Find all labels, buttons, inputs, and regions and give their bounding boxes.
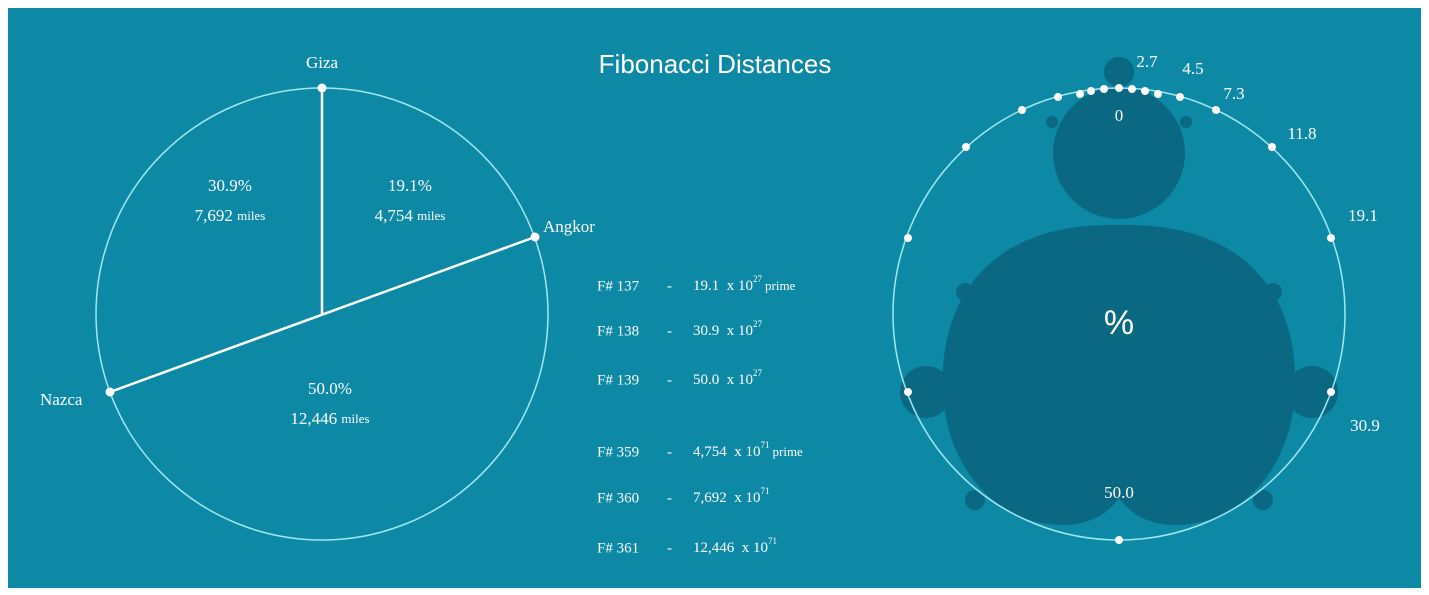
fractal-label: 0 bbox=[1115, 106, 1124, 125]
segment-percent: 19.1% bbox=[388, 176, 432, 195]
segment-percent: 30.9% bbox=[208, 176, 252, 195]
mantissa: 50.0 bbox=[693, 372, 719, 388]
fractal-symbol: % bbox=[1104, 304, 1134, 342]
list-separator: - bbox=[667, 444, 672, 460]
note: prime bbox=[765, 278, 796, 293]
dot bbox=[1054, 93, 1062, 101]
times: x 10 bbox=[734, 490, 760, 506]
times: x 10 bbox=[727, 323, 753, 339]
segment-distance: 12,446 miles bbox=[290, 409, 369, 428]
list-separator: - bbox=[667, 323, 672, 339]
dot bbox=[904, 234, 912, 242]
dot bbox=[1141, 87, 1149, 95]
mantissa: 7,692 bbox=[693, 490, 727, 506]
list-index: F# 139 bbox=[597, 372, 639, 388]
list-index: F# 137 bbox=[597, 278, 640, 294]
dot bbox=[1268, 143, 1276, 151]
times: x 10 bbox=[727, 278, 753, 294]
dot bbox=[1018, 106, 1026, 114]
note: prime bbox=[773, 444, 804, 459]
exponent: 71 bbox=[761, 440, 770, 450]
list-separator: - bbox=[667, 540, 672, 556]
dot bbox=[1154, 90, 1162, 98]
times: x 10 bbox=[727, 372, 753, 388]
segment-percent: 50.0% bbox=[308, 379, 352, 398]
point bbox=[106, 388, 115, 397]
dot bbox=[1327, 234, 1335, 242]
fractal-label: 4.5 bbox=[1182, 59, 1203, 78]
fractal-bulb bbox=[956, 283, 974, 301]
fractal-label: 30.9 bbox=[1350, 416, 1380, 435]
times: x 10 bbox=[742, 540, 768, 556]
point-label: Angkor bbox=[543, 217, 595, 236]
fractal-bulb bbox=[1104, 57, 1134, 87]
exponent: 27 bbox=[753, 319, 763, 329]
dot bbox=[1128, 85, 1136, 93]
point bbox=[318, 84, 327, 93]
fractal-bulb bbox=[1264, 283, 1282, 301]
list-index: F# 361 bbox=[597, 540, 639, 556]
exponent: 71 bbox=[768, 536, 777, 546]
mantissa: 12,446 bbox=[693, 540, 735, 556]
fractal-label: 2.7 bbox=[1136, 52, 1158, 71]
fractal-label: 7.3 bbox=[1223, 84, 1244, 103]
list-index: F# 138 bbox=[597, 323, 639, 339]
point-label: Nazca bbox=[40, 390, 83, 409]
title: Fibonacci Distances bbox=[599, 49, 832, 79]
list-index: F# 360 bbox=[597, 490, 639, 506]
fractal-bulb bbox=[1180, 116, 1192, 128]
exponent: 71 bbox=[761, 486, 770, 496]
fractal-label: 50.0 bbox=[1104, 483, 1134, 502]
point-label: Giza bbox=[306, 53, 339, 72]
dot bbox=[1327, 388, 1335, 396]
list-index: F# 359 bbox=[597, 444, 639, 460]
list-separator: - bbox=[667, 278, 672, 294]
list-separator: - bbox=[667, 490, 672, 506]
dot bbox=[1087, 87, 1095, 95]
point bbox=[531, 233, 540, 242]
times: x 10 bbox=[734, 444, 760, 460]
segment-distance: 7,692 miles bbox=[195, 206, 266, 225]
mantissa: 19.1 bbox=[693, 278, 719, 294]
dot bbox=[1115, 84, 1123, 92]
mantissa: 30.9 bbox=[693, 323, 719, 339]
exponent: 27 bbox=[753, 274, 763, 284]
dot bbox=[962, 143, 970, 151]
dot bbox=[1212, 106, 1220, 114]
fractal-bulb bbox=[1046, 116, 1058, 128]
segment-distance: 4,754 miles bbox=[375, 206, 446, 225]
fractal-label: 19.1 bbox=[1348, 206, 1378, 225]
fractal-label: 11.8 bbox=[1287, 124, 1316, 143]
exponent: 27 bbox=[753, 368, 763, 378]
dot bbox=[1100, 85, 1108, 93]
dot bbox=[1076, 90, 1084, 98]
dot bbox=[1176, 93, 1184, 101]
list-separator: - bbox=[667, 372, 672, 388]
dot bbox=[904, 388, 912, 396]
fractal-cardioid bbox=[943, 225, 1296, 525]
infographic: Fibonacci Distances Giza Angkor Nazca 30… bbox=[0, 0, 1429, 595]
dot bbox=[1115, 536, 1123, 544]
mantissa: 4,754 bbox=[693, 444, 727, 460]
